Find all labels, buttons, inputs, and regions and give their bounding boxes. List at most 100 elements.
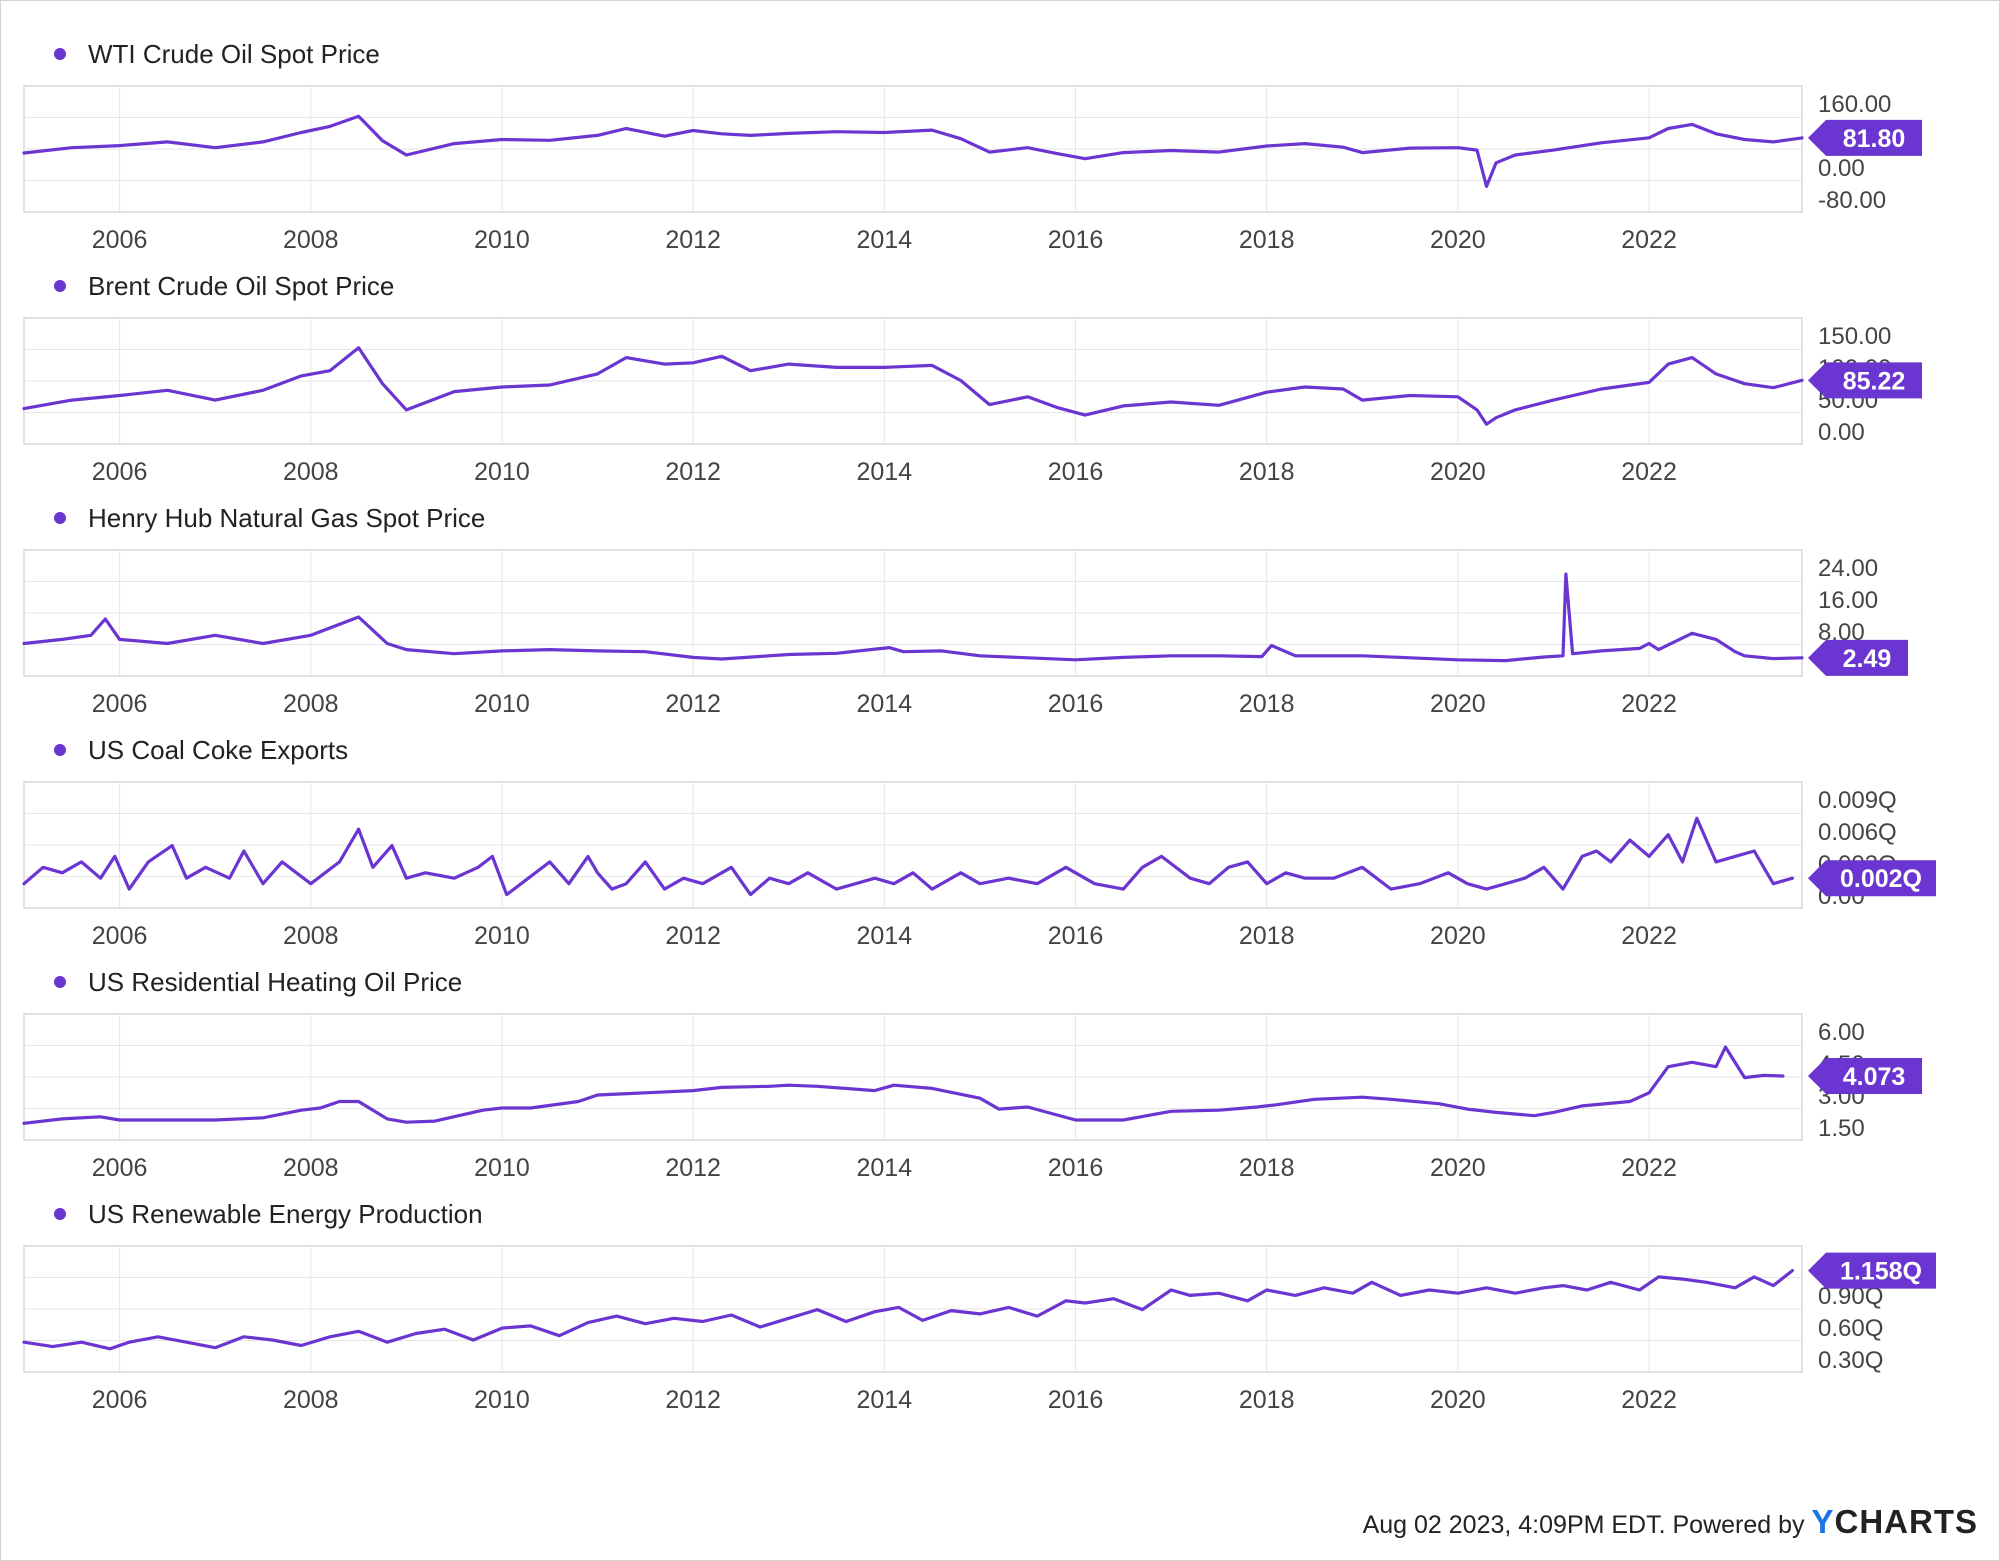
x-tick-label: 2016	[1048, 1386, 1104, 1414]
x-tick-label: 2012	[665, 1154, 721, 1182]
last-value-flag-us-coal-coke-exports: 0.002Q	[1808, 860, 1936, 897]
last-value-flag-us-residential-heating-oil-price: 4.073	[1808, 1057, 1922, 1094]
x-tick-label: 2016	[1048, 458, 1104, 486]
legend-dot-wti-crude-oil-spot-price	[54, 48, 66, 60]
chart-title-us-residential-heating-oil-price: US Residential Heating Oil Price	[88, 967, 462, 997]
x-tick-label: 2020	[1430, 458, 1486, 486]
x-tick-label: 2006	[92, 226, 148, 254]
x-tick-label: 2008	[283, 690, 339, 718]
x-tick-label: 2014	[857, 922, 913, 950]
legend-dot-us-coal-coke-exports	[54, 744, 66, 756]
x-tick-label: 2006	[92, 458, 148, 486]
x-tick-label: 2008	[283, 1154, 339, 1182]
chart-title-us-coal-coke-exports: US Coal Coke Exports	[88, 735, 348, 765]
x-tick-label: 2022	[1621, 226, 1677, 254]
y-tick-label: 150.00	[1818, 323, 1891, 350]
x-tick-label: 2022	[1621, 690, 1677, 718]
chart-title-brent-crude-oil-spot-price: Brent Crude Oil Spot Price	[88, 271, 394, 301]
x-tick-label: 2022	[1621, 458, 1677, 486]
last-value-label: 0.002Q	[1840, 865, 1922, 893]
x-tick-label: 2006	[92, 1386, 148, 1414]
series-line-us-coal-coke-exports	[22, 816, 1794, 897]
last-value-flag-wti-crude-oil-spot-price: 81.80	[1808, 119, 1922, 156]
legend-dot-us-residential-heating-oil-price	[54, 976, 66, 988]
x-tick-label: 2008	[283, 458, 339, 486]
x-tick-label: 2018	[1239, 922, 1295, 950]
y-tick-label: 0.006Q	[1818, 819, 1897, 846]
panel-us-coal-coke-exports: US Coal Coke Exports 2006 2008 2010 2012 2014…	[22, 735, 1936, 950]
legend-dot-henry-hub-natural-gas-spot-price	[54, 512, 66, 524]
last-value-flag-shape	[1808, 639, 1908, 676]
last-value-flag-brent-crude-oil-spot-price: 85.22	[1808, 362, 1922, 399]
y-tick-label: 6.00	[1818, 1019, 1865, 1046]
y-tick-label: 0.00	[1818, 419, 1865, 446]
last-value-label: 2.49	[1843, 645, 1892, 673]
x-tick-label: 2016	[1048, 690, 1104, 718]
chart-title-us-renewable-energy-production: US Renewable Energy Production	[88, 1199, 483, 1229]
series-line-henry-hub-natural-gas-spot-price	[22, 572, 1804, 663]
x-tick-label: 2010	[474, 226, 530, 254]
ycharts-logo[interactable]: YCHARTS	[1811, 1503, 1978, 1540]
x-tick-label: 2012	[665, 226, 721, 254]
x-tick-label: 2012	[665, 1386, 721, 1414]
last-value-flag-shape	[1808, 860, 1936, 897]
x-tick-label: 2014	[857, 458, 913, 486]
x-tick-label: 2022	[1621, 1154, 1677, 1182]
panel-us-residential-heating-oil-price: US Residential Heating Oil Price 2006 2008…	[22, 967, 1922, 1182]
y-tick-label: 0.009Q	[1818, 787, 1897, 814]
footer: Aug 02 2023, 4:09PM EDT. Powered by YCHA…	[1363, 1503, 1978, 1541]
last-value-flag-shape	[1808, 1057, 1922, 1094]
x-tick-label: 2014	[857, 1386, 913, 1414]
footer-timestamp: Aug 02 2023, 4:09PM EDT. Powered by	[1362, 1511, 1812, 1539]
x-tick-label: 2006	[92, 1154, 148, 1182]
x-tick-label: 2014	[857, 690, 913, 718]
x-tick-label: 2012	[665, 458, 721, 486]
last-value-label: 81.80	[1843, 125, 1906, 153]
y-tick-label: 160.00	[1818, 91, 1891, 118]
chart-title-henry-hub-natural-gas-spot-price: Henry Hub Natural Gas Spot Price	[88, 503, 485, 533]
x-tick-label: 2022	[1621, 922, 1677, 950]
panel-wti-crude-oil-spot-price: WTI Crude Oil Spot Price 2006 2008 2010 2012…	[22, 39, 1922, 254]
x-tick-label: 2008	[283, 1386, 339, 1414]
series-line-brent-crude-oil-spot-price	[22, 346, 1804, 426]
y-tick-label: 1.50	[1818, 1115, 1865, 1142]
x-tick-label: 2010	[474, 1386, 530, 1414]
x-tick-label: 2020	[1430, 1154, 1486, 1182]
x-tick-label: 2008	[283, 922, 339, 950]
y-tick-label: 16.00	[1818, 587, 1878, 614]
x-tick-label: 2012	[665, 690, 721, 718]
last-value-flag-henry-hub-natural-gas-spot-price: 2.49	[1808, 639, 1908, 676]
y-tick-label: 0.00	[1818, 155, 1865, 182]
y-tick-label: -80.00	[1818, 187, 1886, 214]
panel-us-renewable-energy-production: US Renewable Energy Production 2006 2008 20…	[22, 1199, 1936, 1414]
x-tick-label: 2010	[474, 922, 530, 950]
y-tick-label: 0.60Q	[1818, 1315, 1883, 1342]
x-tick-label: 2006	[92, 922, 148, 950]
last-value-flag-shape	[1808, 1252, 1936, 1289]
last-value-label: 1.158Q	[1840, 1258, 1922, 1286]
x-tick-label: 2016	[1048, 922, 1104, 950]
legend-dot-brent-crude-oil-spot-price	[54, 280, 66, 292]
x-tick-label: 2020	[1430, 226, 1486, 254]
x-tick-label: 2008	[283, 226, 339, 254]
panel-brent-crude-oil-spot-price: Brent Crude Oil Spot Price 2006 2008 2010 20…	[22, 271, 1922, 486]
last-value-flag-shape	[1808, 119, 1922, 156]
x-tick-label: 2020	[1430, 1386, 1486, 1414]
legend-dot-us-renewable-energy-production	[54, 1208, 66, 1220]
last-value-flag-shape	[1808, 362, 1922, 399]
x-tick-label: 2014	[857, 1154, 913, 1182]
series-line-wti-crude-oil-spot-price	[22, 114, 1804, 188]
x-tick-label: 2018	[1239, 458, 1295, 486]
x-tick-label: 2018	[1239, 1386, 1295, 1414]
x-tick-label: 2006	[92, 690, 148, 718]
last-value-label: 85.22	[1843, 367, 1906, 395]
x-tick-label: 2016	[1048, 226, 1104, 254]
x-tick-label: 2018	[1239, 690, 1295, 718]
x-tick-label: 2022	[1621, 1386, 1677, 1414]
last-value-label: 4.073	[1843, 1063, 1906, 1091]
panel-henry-hub-natural-gas-spot-price: Henry Hub Natural Gas Spot Price 2006 2008…	[22, 503, 1908, 718]
x-tick-label: 2014	[857, 226, 913, 254]
x-tick-label: 2016	[1048, 1154, 1104, 1182]
chart-title-wti-crude-oil-spot-price: WTI Crude Oil Spot Price	[88, 39, 380, 69]
